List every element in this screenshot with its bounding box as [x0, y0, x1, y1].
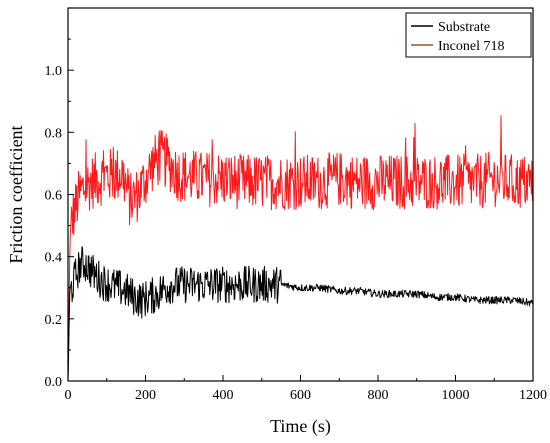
legend-label-inconel-718: Inconel 718: [438, 39, 504, 54]
legend: Substrate Inconel 718: [405, 12, 532, 58]
y-tick-label: 0.0: [45, 375, 63, 390]
y-tick-label: 1.0: [45, 64, 63, 79]
y-tick-label: 0.4: [45, 251, 63, 266]
x-tick-label: 1000: [442, 388, 470, 403]
series-line-substrate: [67, 246, 534, 382]
y-tick-label: 0.6: [45, 189, 63, 204]
y-axis-ticks: 0.0 0.2 0.4 0.6 0.8 1.0: [45, 38, 74, 390]
series-line-inconel-718: [67, 115, 534, 382]
x-tick-label: 600: [290, 388, 311, 403]
y-tick-label: 0.8: [45, 126, 63, 141]
x-tick-label: 0: [65, 388, 72, 403]
legend-label-substrate: Substrate: [438, 20, 490, 35]
x-tick-label: 200: [135, 388, 156, 403]
x-axis-title: Time (s): [270, 416, 331, 437]
x-tick-label: 800: [368, 388, 389, 403]
x-tick-label: 400: [213, 388, 234, 403]
y-tick-label: 0.2: [45, 313, 63, 328]
series-layer: [67, 115, 534, 382]
y-axis-title: Friction coefficient: [6, 125, 26, 263]
x-tick-label: 1200: [519, 388, 547, 403]
legend-box: [405, 12, 532, 58]
x-axis-ticks: 0 200 400 600 800 1000 1200: [65, 375, 547, 403]
